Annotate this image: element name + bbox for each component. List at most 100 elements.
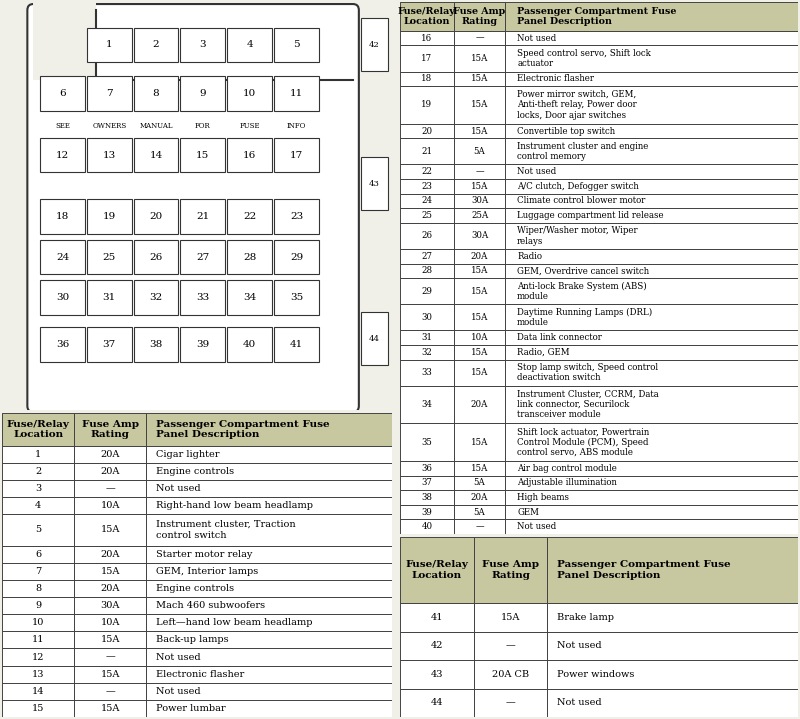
Text: A/C clutch, Defogger switch: A/C clutch, Defogger switch [517,182,639,191]
Bar [181,76,226,111]
Bar [400,223,798,249]
Bar [146,463,392,480]
Bar [274,76,319,111]
Bar [400,249,798,264]
Bar [87,76,132,111]
Bar [400,179,798,193]
Text: 20: 20 [150,211,162,221]
Text: 5A: 5A [474,147,486,156]
Text: Instrument Cluster, CCRM, Data
link connector, Securilock
transceiver module: Instrument Cluster, CCRM, Data link conn… [517,390,659,419]
Bar [400,423,798,461]
Bar [74,666,146,683]
Text: Not used: Not used [156,687,201,696]
Bar [400,632,798,660]
Bar [506,179,798,193]
Bar [454,461,506,475]
Bar [400,209,454,223]
Text: 13: 13 [102,150,116,160]
Text: Anti-lock Brake System (ABS)
module: Anti-lock Brake System (ABS) module [517,281,647,301]
Text: 27: 27 [196,252,210,262]
Bar [227,137,272,173]
Text: SEE: SEE [55,122,70,130]
Text: 30A: 30A [471,196,488,206]
Text: 9: 9 [35,601,41,610]
Text: 12: 12 [56,150,69,160]
Bar [146,446,392,463]
Text: 15A: 15A [471,313,488,322]
Bar [2,666,74,683]
Text: Power lumbar: Power lumbar [156,704,226,713]
Bar [400,689,798,717]
Bar [40,280,85,315]
Text: Left—hand low beam headlamp: Left—hand low beam headlamp [156,618,313,627]
Bar [400,2,798,31]
Bar [400,345,454,360]
Bar [2,463,392,480]
Text: 1: 1 [35,449,42,459]
Text: 38: 38 [422,493,432,502]
Bar [400,490,798,505]
Text: 44: 44 [369,334,380,342]
Bar [227,27,272,62]
Bar [506,264,798,278]
Text: 31: 31 [102,293,116,302]
Bar [146,597,392,614]
Text: Not used: Not used [558,698,602,707]
Bar [400,603,474,632]
Bar [74,649,146,666]
Text: 30A: 30A [471,232,488,240]
Text: Climate control blower motor: Climate control blower motor [517,196,646,206]
Text: 28: 28 [243,252,256,262]
Text: Not used: Not used [517,168,557,176]
Text: 20A: 20A [101,584,120,593]
Text: 15A: 15A [471,438,488,446]
Bar [400,660,798,689]
Bar [454,423,506,461]
Text: Brake lamp: Brake lamp [558,613,614,622]
Text: 18: 18 [56,211,69,221]
Text: —: — [475,168,484,176]
Bar [2,563,74,580]
Text: 20A: 20A [101,467,120,476]
Bar [361,157,388,210]
Bar [400,475,454,490]
Text: 15A: 15A [471,266,488,275]
Text: 21: 21 [422,147,433,156]
Bar [74,580,146,597]
Bar [454,138,506,165]
Text: Daytime Running Lamps (DRL)
module: Daytime Running Lamps (DRL) module [517,308,653,327]
Text: 15A: 15A [101,567,120,576]
Text: Not used: Not used [517,34,557,42]
Text: 37: 37 [102,340,116,349]
Bar [400,304,454,331]
Text: 15: 15 [32,704,44,713]
Text: Stop lamp switch, Speed control
deactivation switch: Stop lamp switch, Speed control deactiva… [517,363,658,383]
Text: Electronic flasher: Electronic flasher [156,669,244,679]
Bar [474,660,547,689]
Text: 4: 4 [246,40,253,50]
Text: 36: 36 [422,464,432,473]
Bar [74,497,146,514]
Bar [506,31,798,45]
Text: 30: 30 [56,293,69,302]
Bar [400,124,454,138]
Bar [87,239,132,275]
Text: 16: 16 [243,150,256,160]
Text: 23: 23 [290,211,303,221]
Bar [400,249,454,264]
Text: 15A: 15A [471,368,488,377]
Bar [400,519,798,534]
Bar [454,505,506,519]
Bar [74,480,146,497]
Bar [181,199,226,234]
Text: —: — [106,653,115,661]
Bar [2,497,74,514]
Text: Radio: Radio [517,252,542,261]
Text: 7: 7 [35,567,42,576]
Text: INFO: INFO [286,122,306,130]
Bar [2,683,74,700]
Bar [400,475,798,490]
Bar [227,199,272,234]
Text: 41: 41 [290,340,303,349]
Text: 43: 43 [430,670,443,679]
